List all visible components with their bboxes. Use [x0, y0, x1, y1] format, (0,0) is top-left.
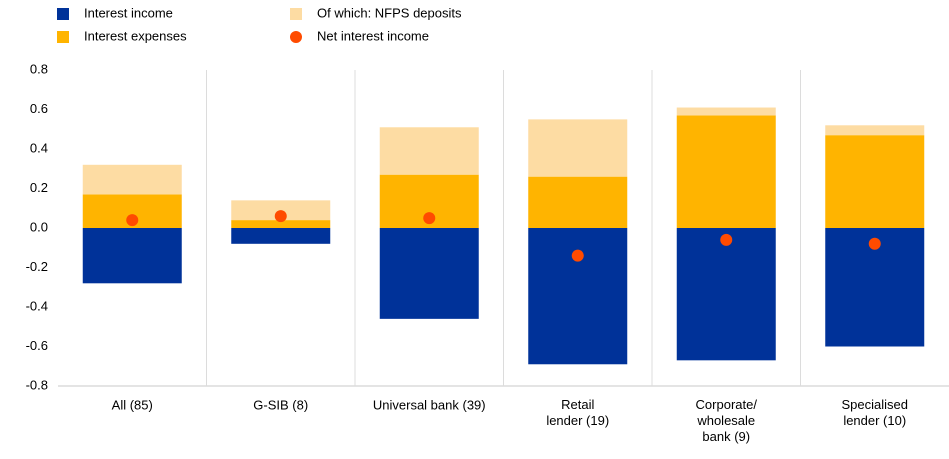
bar-segment [825, 135, 925, 228]
dot [868, 237, 881, 250]
y-tick-label: -0.6 [26, 338, 48, 353]
bar-segment [379, 127, 479, 175]
bar-segment [528, 176, 628, 228]
bar-segment [231, 228, 331, 244]
dot [126, 214, 139, 227]
bar-segment [676, 228, 776, 361]
bar-segment [676, 107, 776, 116]
x-tick-label: Universal bank (39) [373, 397, 486, 412]
legend-label: Interest income [84, 5, 173, 20]
y-tick-label: 0.2 [30, 180, 48, 195]
y-tick-label: 0.0 [30, 219, 48, 234]
y-tick-label: -0.4 [26, 298, 48, 313]
bar-segment [82, 164, 182, 195]
bar-segment [231, 220, 331, 228]
legend-label: Net interest income [317, 28, 429, 43]
bar-segment [825, 125, 925, 136]
dot [720, 233, 733, 246]
x-tick-label: Corporate/wholesale bank (9) [696, 397, 758, 444]
bar-segment [379, 228, 479, 319]
bar-segment [676, 115, 776, 228]
x-tick-label: G-SIB (8) [253, 397, 308, 412]
y-tick-label: 0.6 [30, 101, 48, 116]
legend-marker [290, 8, 302, 20]
dot [423, 212, 436, 225]
legend-label: Interest expenses [84, 28, 187, 43]
y-tick-label: 0.8 [30, 61, 48, 76]
bar-segment [528, 228, 628, 365]
legend-marker [290, 31, 302, 43]
x-tick-label: Retail lender (19) [546, 397, 609, 428]
dot [274, 210, 287, 223]
legend-marker [57, 8, 69, 20]
y-tick-label: -0.2 [26, 259, 48, 274]
bar-segment [82, 228, 182, 284]
legend-label: Of which: NFPS deposits [317, 5, 462, 20]
y-tick-label: -0.8 [26, 377, 48, 392]
legend-marker [57, 31, 69, 43]
dot [571, 249, 584, 262]
bar-segment [528, 119, 628, 177]
x-tick-label: All (85) [112, 397, 153, 412]
y-tick-label: 0.4 [30, 140, 48, 155]
x-tick-label: Specialised lender (10) [842, 397, 909, 428]
